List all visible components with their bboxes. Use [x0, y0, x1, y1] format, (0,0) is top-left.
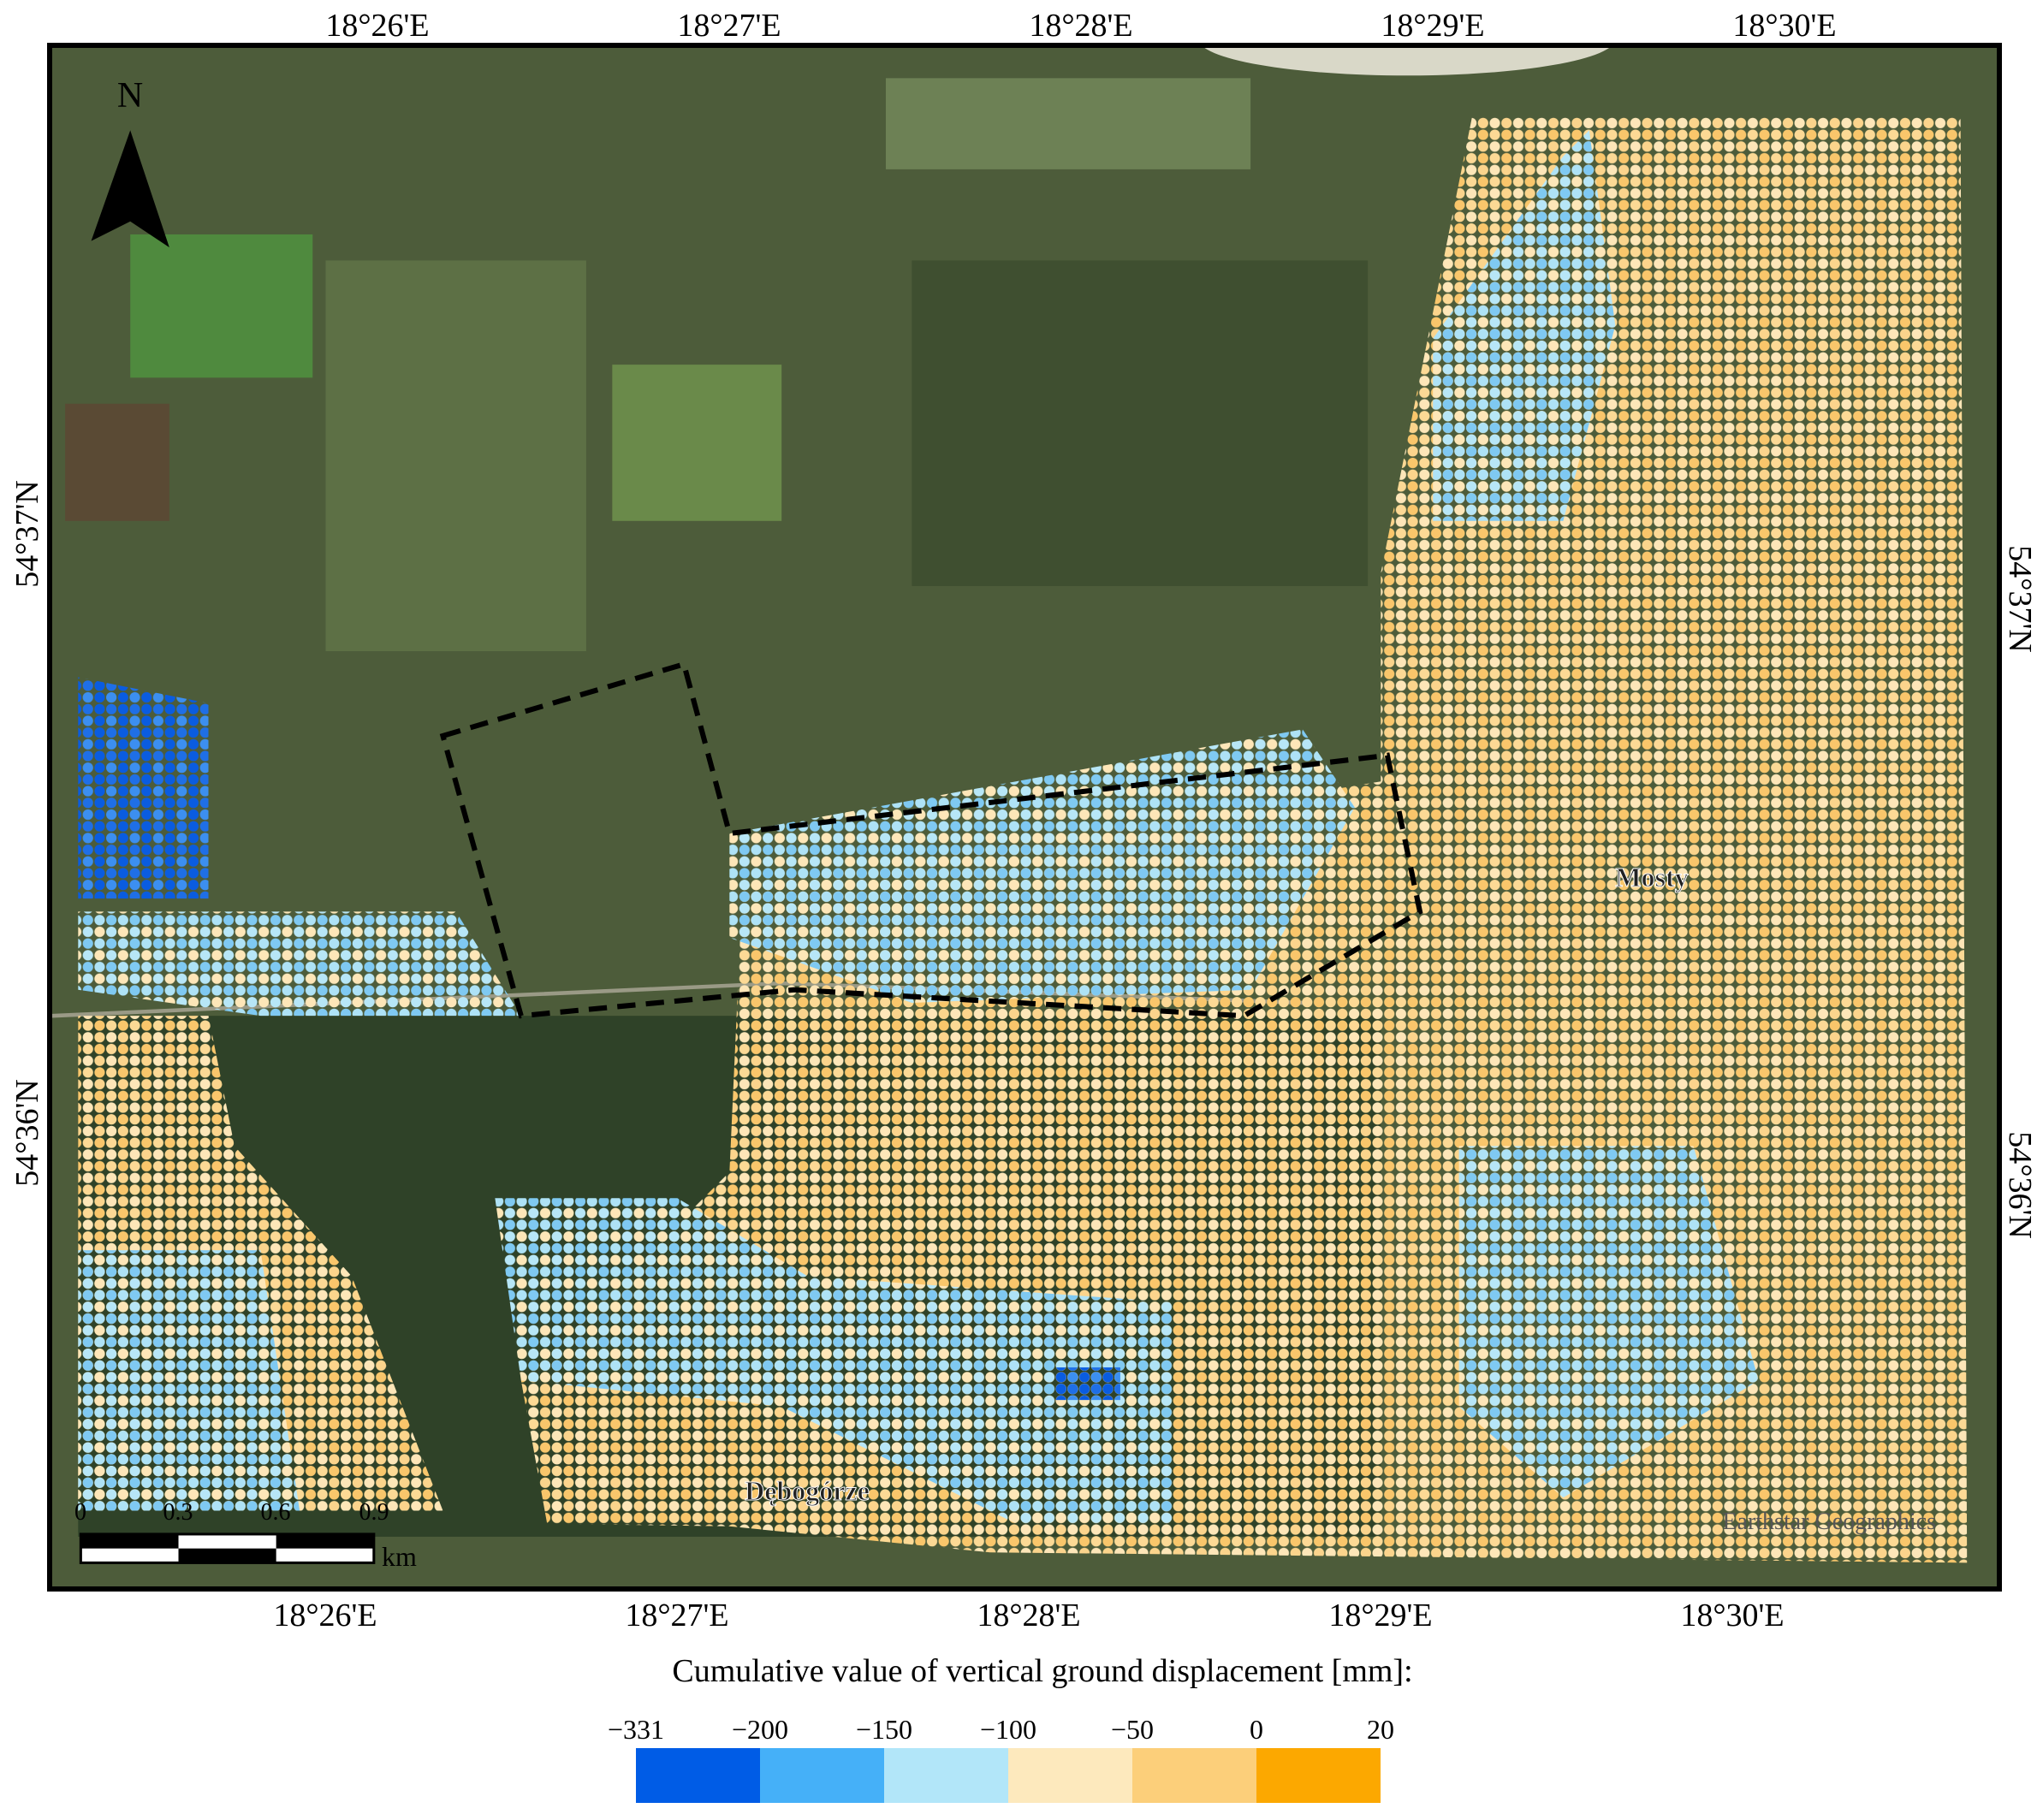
lon-label: 18°26'E [273, 1598, 377, 1633]
lat-label: 54°36'N [2002, 1131, 2038, 1239]
displacement-points-subsiding [1458, 1146, 1759, 1498]
study-area-outline [439, 661, 1423, 1019]
field [65, 403, 169, 521]
scale-label: 0.6 [261, 1499, 291, 1526]
legend-swatch [1132, 1748, 1256, 1803]
field [612, 365, 782, 521]
field [325, 260, 586, 651]
lon-label: 18°26'E [325, 8, 429, 44]
legend-tick-label: −100 [980, 1714, 1036, 1745]
attribution: Earthstar Geographics [1722, 1509, 1936, 1535]
displacement-points-strong [1054, 1367, 1120, 1401]
lon-label: 18°29'E [1328, 1598, 1432, 1633]
legend-tick-label: 0 [1250, 1714, 1263, 1745]
lat-label: 54°36'N [9, 1079, 45, 1187]
legend-swatch [636, 1748, 760, 1803]
lat-label: 54°37'N [9, 480, 45, 588]
place-label: Mosty [1615, 862, 1688, 892]
scale-label: 0.9 [359, 1499, 389, 1526]
legend-tick-label: −331 [608, 1714, 664, 1745]
north-arrow [91, 130, 169, 248]
forest [912, 260, 1369, 586]
north-label: N [117, 76, 143, 116]
displacement-points-subsiding [1433, 130, 1616, 521]
legend-tick-label: −200 [732, 1714, 788, 1745]
field [130, 234, 313, 378]
displacement-points-strong [78, 677, 209, 899]
lon-label: 18°27'E [677, 8, 781, 44]
beach [1201, 45, 1612, 76]
legend-swatch [884, 1748, 1008, 1803]
legend-tick-label: −150 [856, 1714, 912, 1745]
legend-tick-label: 20 [1367, 1714, 1394, 1745]
legend-swatch [1256, 1748, 1381, 1803]
lon-label: 18°29'E [1381, 8, 1484, 44]
lon-label: 18°30'E [1732, 8, 1836, 44]
legend-tick-label: −50 [1111, 1714, 1154, 1745]
field [885, 78, 1251, 169]
map-frame [47, 43, 2002, 1592]
legend-swatch [1008, 1748, 1132, 1803]
displacement-points-subsiding [78, 1250, 300, 1511]
lon-label: 18°28'E [977, 1598, 1080, 1633]
lon-label: 18°28'E [1029, 8, 1132, 44]
lon-label: 18°30'E [1680, 1598, 1784, 1633]
scale-unit: km [382, 1541, 417, 1572]
legend-swatch [760, 1748, 884, 1803]
legend-title: Cumulative value of vertical ground disp… [672, 1653, 1412, 1689]
displacement-points-subsiding [78, 911, 521, 1017]
scale-label: 0 [74, 1499, 86, 1526]
displacement-points-subsiding [729, 729, 1355, 1003]
map-area [50, 45, 1999, 1589]
lat-label: 54°37'N [2002, 545, 2038, 653]
scale-bar [79, 1532, 376, 1564]
imagery [51, 45, 1968, 1564]
place-label: Dębogórze [745, 1475, 870, 1506]
scale-label: 0.3 [163, 1499, 193, 1526]
lon-label: 18°27'E [625, 1598, 728, 1633]
displacement-points-subsiding [495, 1198, 1173, 1524]
